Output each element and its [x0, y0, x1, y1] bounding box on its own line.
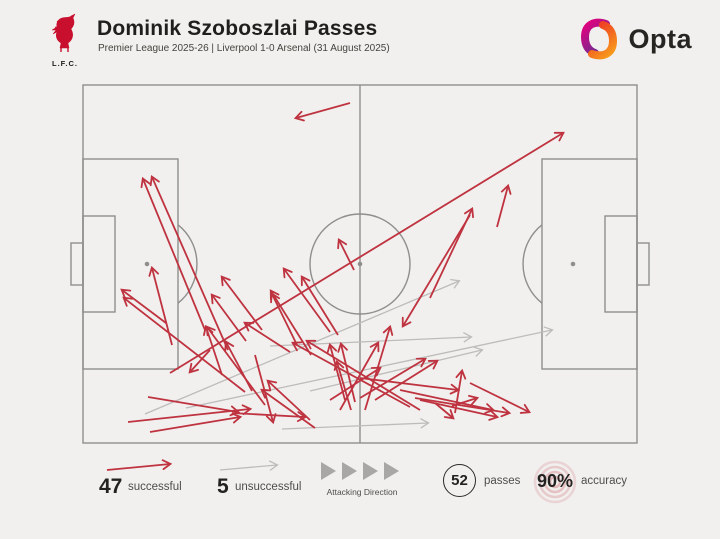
successful-arrow-sample — [106, 459, 173, 471]
attacking-direction-triangle — [363, 462, 378, 480]
pass-arrow-successful — [260, 388, 316, 429]
attacking-direction-icon — [321, 462, 399, 480]
pass-arrow-unsuccessful — [309, 346, 484, 392]
pass-arrow-successful — [414, 397, 512, 418]
passes-count-badge: 52 — [443, 464, 476, 497]
pass-arrow-successful — [210, 293, 247, 342]
pitch-lines — [70, 84, 650, 444]
pass-arrow-successful — [269, 289, 312, 356]
unsuccessful-arrow-sample — [219, 460, 279, 471]
page-subtitle: Premier League 2025-26 | Liverpool 1-0 A… — [98, 43, 390, 54]
pass-arrow-successful — [120, 288, 167, 324]
accuracy-label: accuracy — [581, 475, 628, 487]
opta-wordmark: Opta — [628, 23, 692, 54]
pass-arrow-successful — [149, 174, 229, 351]
pass-arrow-successful — [399, 389, 496, 414]
pass-arrow-successful — [205, 325, 266, 406]
pass-arrow-successful — [293, 102, 351, 122]
pass-arrow-unsuccessful — [185, 326, 554, 409]
attacking-direction-label: Attacking Direction — [326, 487, 398, 497]
accuracy-ring — [538, 465, 572, 499]
opta-logo: Opta — [580, 18, 692, 60]
opta-mark-icon — [581, 18, 618, 60]
pass-arrow-successful — [148, 265, 173, 346]
pass-arrow-successful — [401, 214, 471, 328]
right-penalty-area — [541, 158, 638, 370]
accuracy-ring — [533, 460, 577, 504]
pass-arrow-successful — [496, 183, 512, 228]
left-penalty-area — [82, 158, 179, 370]
lfc-crest: L.F.C. — [51, 13, 79, 68]
pass-arrow-successful — [291, 341, 411, 408]
pass-arrow-successful — [122, 296, 246, 393]
pass-arrow-successful — [300, 275, 339, 336]
pass-arrow-successful — [337, 237, 355, 271]
pass-arrow-successful — [364, 324, 394, 411]
pass-arrow-successful — [326, 342, 346, 401]
pass-arrow-successful — [333, 359, 352, 411]
unsuccessful-label: unsuccessful — [235, 481, 302, 493]
left-penalty-arc — [177, 224, 198, 304]
crest-label: L.F.C. — [52, 59, 78, 68]
legend-unsuccessful-arrow — [219, 460, 279, 471]
pass-arrow-successful — [454, 368, 467, 414]
successful-count: 47 — [99, 475, 123, 498]
pass-arrow-successful — [140, 176, 206, 331]
pass-arrow-successful — [359, 377, 461, 395]
right-penalty-spot — [570, 261, 576, 267]
pass-arrows-layer — [120, 102, 565, 433]
pass-arrow-successful — [305, 339, 421, 411]
pass-arrow-unsuccessful — [281, 418, 430, 430]
right-goal — [636, 242, 650, 286]
pass-arrow-successful — [329, 366, 382, 401]
pass-arrow-successful — [282, 267, 331, 333]
pass-arrow-successful — [469, 382, 532, 414]
unsuccessful-count: 5 — [217, 475, 229, 498]
pass-arrow-successful — [266, 379, 311, 421]
right-penalty-arc — [522, 224, 543, 304]
pass-arrow-successful — [254, 354, 277, 425]
left-six-yard-box — [82, 215, 116, 313]
accuracy-ring — [548, 475, 562, 489]
pass-arrow-successful — [434, 402, 455, 420]
attacking-direction-triangle — [384, 462, 399, 480]
legend-successful-arrow — [106, 459, 173, 471]
attacking-direction-triangle — [342, 462, 357, 480]
successful-label: successful — [128, 481, 182, 493]
passes-label: passes — [484, 475, 521, 487]
pass-arrow-successful — [147, 396, 241, 417]
centre-spot — [357, 261, 363, 267]
accuracy-ring — [543, 470, 567, 494]
attacking-direction-triangle — [321, 462, 336, 480]
right-six-yard-box — [604, 215, 638, 313]
pass-arrow-successful — [220, 275, 263, 331]
pass-arrow-successful — [339, 341, 380, 411]
pass-arrow-successful — [419, 399, 500, 421]
liver-bird-icon — [51, 13, 76, 52]
pass-arrow-successful — [270, 291, 298, 346]
pass-arrow-successful — [188, 349, 211, 374]
accuracy-value: 90% — [536, 471, 574, 491]
page-title: Dominik Szoboszlai Passes — [97, 17, 378, 40]
pass-arrow-successful — [374, 359, 439, 401]
left-penalty-spot — [144, 261, 150, 267]
passes-count: 52 — [451, 472, 468, 489]
accuracy-target-icon — [533, 460, 577, 504]
pass-arrow-successful — [243, 321, 291, 353]
pass-arrow-successful — [337, 341, 356, 403]
centre-circle — [309, 213, 411, 315]
left-goal — [70, 242, 84, 286]
pass-arrow-successful — [451, 394, 480, 407]
pass-arrow-successful — [169, 131, 565, 374]
pass-arrow-successful — [149, 412, 243, 433]
